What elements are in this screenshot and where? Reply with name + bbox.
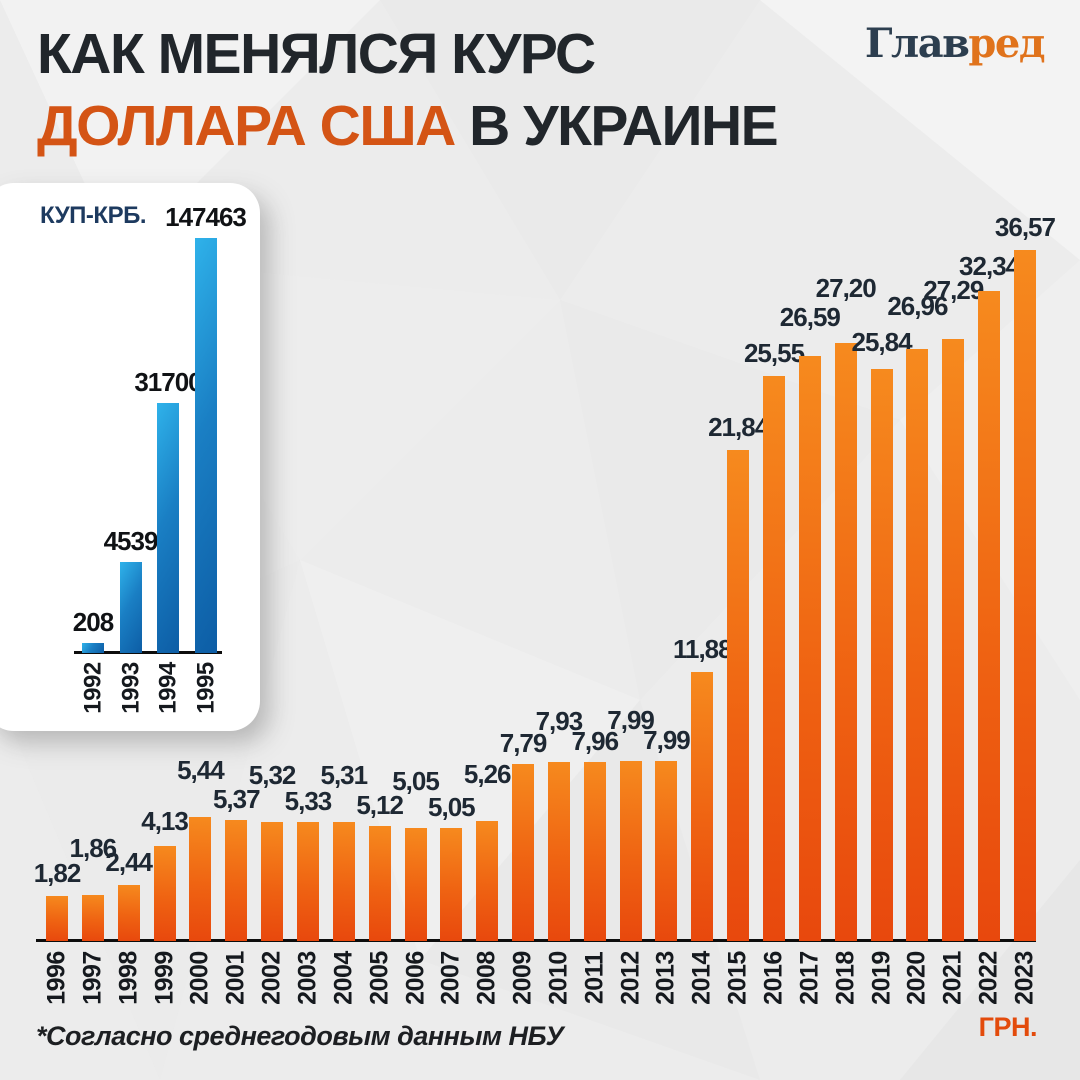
inset-chart-title: КУП-КРБ. xyxy=(40,202,147,229)
logo-part-navy: Глав xyxy=(864,20,970,67)
title-line2-rest: В УКРАИНЕ xyxy=(454,94,779,158)
title-line1: КАК МЕНЯЛСЯ КУРС xyxy=(37,22,596,86)
inset-card xyxy=(0,183,260,731)
page-title: КАК МЕНЯЛСЯ КУРС ДОЛЛАРА США В УКРАИНЕ xyxy=(37,18,779,162)
currency-unit-label: ГРН. xyxy=(978,1012,1038,1042)
title-line2-accent: ДОЛЛАРА США xyxy=(37,94,456,158)
logo-part-orange: ред xyxy=(968,20,1045,67)
glavred-logo: Главред xyxy=(864,20,1046,67)
source-note: *Согласно среднегодовым данным НБУ xyxy=(36,1021,564,1051)
